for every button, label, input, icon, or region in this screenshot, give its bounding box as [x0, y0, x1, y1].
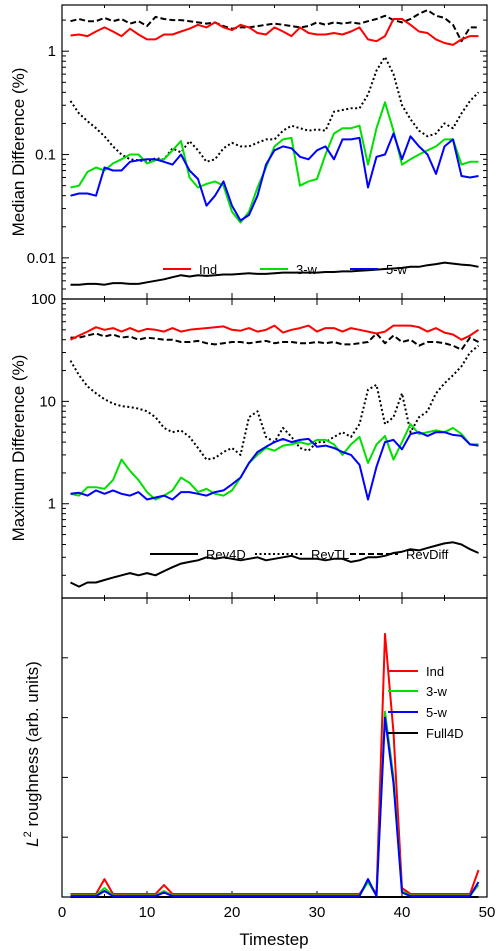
legend-label-full4d: Full4D — [426, 726, 464, 741]
roughness-legend: Ind 3-w 5-w Full4D — [388, 664, 464, 741]
legend-label-ind: Ind — [199, 262, 217, 277]
x-tick-label: 10 — [139, 904, 156, 921]
roughness-panel-frame — [61, 597, 488, 898]
maximum-legend: Rev4D RevTL RevDiff — [150, 547, 449, 562]
legend-label-revtl: RevTL — [311, 547, 349, 562]
series-line-3-w — [70, 423, 479, 501]
median-difference-panel: Median Difference (%) — [9, 4, 488, 300]
roughness-y-axis-label: L2 roughness (arb. units) — [22, 661, 42, 847]
panel-1-marks: 1 10 100 — [31, 291, 488, 598]
x-tick-label: 0 — [58, 904, 66, 921]
series-line-ind — [70, 18, 479, 46]
y-tick-label: 1 — [48, 496, 56, 513]
y-tick-label: 0.1 — [35, 147, 56, 164]
x-tick-label: 20 — [224, 904, 241, 921]
series-line-revdiff — [70, 9, 479, 43]
panel-0-marks: 0.01 0.1 1 — [27, 5, 488, 300]
x-tick-label: 50 — [479, 904, 496, 921]
legend-label-ind: Ind — [426, 664, 444, 679]
x-tick-label: 40 — [394, 904, 411, 921]
panel-2-marks: 0 10 20 30 40 50 — [58, 597, 496, 921]
series-line-5-w — [70, 431, 479, 501]
legend-label-rev4d: Rev4D — [206, 547, 246, 562]
median-legend: Ind 3-w 5-w — [163, 262, 408, 277]
series-line-rev4d — [70, 261, 479, 286]
y-tick-label: 0.01 — [27, 250, 56, 267]
legend-label-5-w: 5-w — [386, 262, 408, 277]
legend-label-3-w: 3-w — [426, 684, 448, 699]
series-line-ind — [70, 632, 480, 895]
maximum-y-axis-label: Maximum Difference (%) — [9, 355, 28, 542]
roughness-y-label-superscript: 2 — [22, 831, 34, 837]
median-y-axis-label: Median Difference (%) — [9, 68, 28, 237]
y-tick-label: 1 — [48, 43, 56, 60]
series-line-5-w — [70, 132, 479, 222]
legend-label-3-w: 3-w — [296, 262, 318, 277]
x-tick-label: 30 — [309, 904, 326, 921]
y-tick-label: 10 — [39, 393, 56, 410]
series-line-3-w — [70, 710, 480, 897]
series-line-5-w — [70, 716, 480, 898]
series-line-3-w — [70, 101, 479, 224]
x-axis-label: Timestep — [239, 930, 308, 949]
legend-label-5-w: 5-w — [426, 705, 448, 720]
series-line-revdiff — [70, 332, 479, 351]
roughness-y-label-rest: roughness (arb. units) — [23, 661, 42, 831]
legend-label-revdiff: RevDiff — [406, 547, 449, 562]
series-line-ind — [70, 324, 480, 341]
y-tick-label: 100 — [31, 291, 56, 308]
series-line-rev4d — [70, 541, 479, 588]
roughness-y-label-italic: L — [23, 837, 42, 846]
